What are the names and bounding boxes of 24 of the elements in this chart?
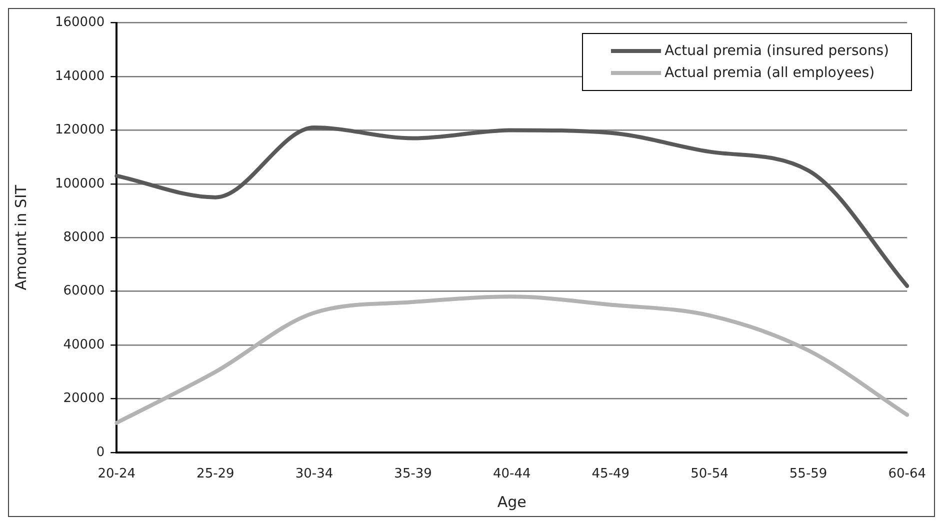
x-tick-label: 20-24 — [98, 466, 136, 482]
x-tick-label: 50-54 — [690, 466, 728, 482]
x-tick-label: 60-64 — [888, 466, 926, 482]
y-tick-label: 40000 — [63, 337, 105, 352]
x-tick-label: 30-34 — [295, 466, 334, 482]
y-tick-label: 20000 — [63, 391, 105, 406]
y-tick-label: 140000 — [54, 68, 105, 84]
y-tick-label: 120000 — [54, 122, 105, 138]
y-tick-label: 60000 — [63, 284, 105, 299]
legend-label: Actual premia (insured persons) — [664, 42, 889, 61]
legend-label: Actual premia (all employees) — [664, 64, 875, 83]
line-series — [114, 126, 910, 288]
y-tick-label: 100000 — [54, 176, 105, 192]
y-tick-label: 80000 — [63, 230, 105, 245]
x-tick-label: 35-39 — [394, 466, 432, 482]
y-tick-label: 160000 — [54, 15, 105, 30]
x-axis-title: Age — [497, 492, 526, 511]
x-tick-label: 55-59 — [789, 466, 828, 482]
x-tick-label: 25-29 — [196, 466, 234, 482]
x-tick-label: 40-44 — [492, 466, 531, 482]
y-tick-label: 0 — [96, 444, 105, 460]
y-axis-title: Amount in SIT — [12, 184, 30, 290]
line-series — [114, 294, 910, 425]
x-tick-label: 45-49 — [592, 466, 630, 482]
